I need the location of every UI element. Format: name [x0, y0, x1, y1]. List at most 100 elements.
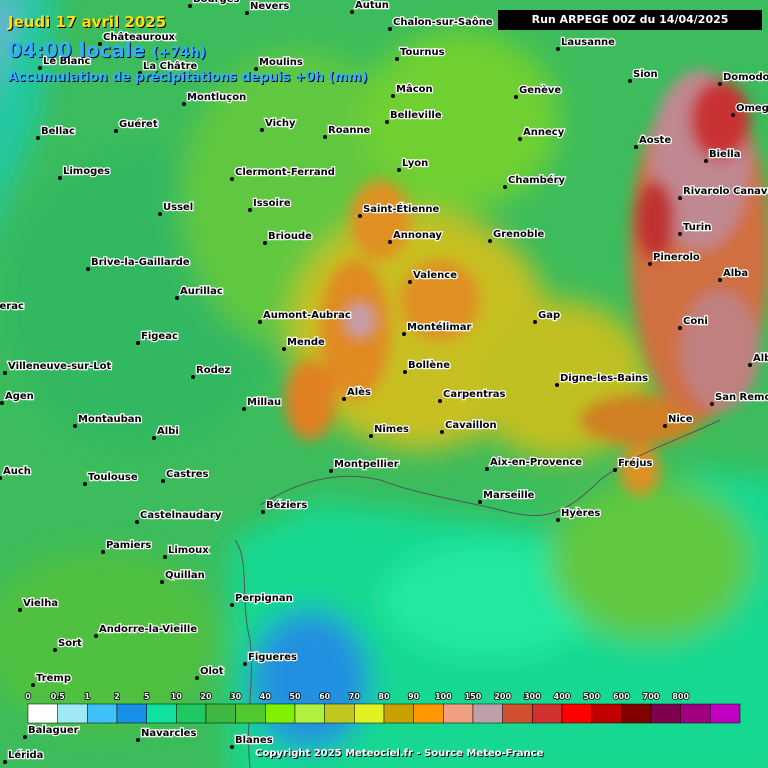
- legend-swatch: [710, 703, 741, 724]
- city-label: Fréjus: [618, 457, 652, 469]
- city-dot: [175, 296, 179, 300]
- city-dot: [86, 267, 90, 271]
- city-label: Nevers: [250, 1, 289, 12]
- city-label: Cavaillon: [445, 420, 497, 431]
- city-dot: [678, 326, 682, 330]
- city-dot: [136, 738, 140, 742]
- city-dot: [628, 79, 632, 83]
- city-label: Moulins: [259, 57, 303, 68]
- city-dot: [195, 676, 199, 680]
- precip-area: [550, 480, 750, 640]
- legend-label: 80: [378, 692, 390, 701]
- city-dot: [648, 262, 652, 266]
- city-dot: [718, 278, 722, 282]
- legend: 0 0.5 1 2 5 10 20 30 40 50 60 70 80 90 100 150 200 300 400…: [24, 691, 741, 724]
- city-dot: [245, 11, 249, 15]
- city-dot: [678, 232, 682, 236]
- city-dot: [230, 177, 234, 181]
- city-label: Albenga: [753, 353, 768, 364]
- precip-area: [580, 395, 700, 445]
- legend-label: 100: [435, 692, 452, 701]
- city-dot: [388, 27, 392, 31]
- city-label: Millau: [247, 397, 281, 408]
- city-dot: [556, 518, 560, 522]
- legend-label: 20: [200, 692, 212, 701]
- precip-area: [285, 360, 335, 440]
- city-dot: [613, 468, 617, 472]
- city-dot: [282, 347, 286, 351]
- city-dot: [710, 402, 714, 406]
- city-dot: [135, 520, 139, 524]
- run-label: Run ARPEGE 00Z du 14/04/2025: [498, 10, 762, 30]
- legend-swatch: [472, 703, 503, 724]
- city-dot: [731, 113, 735, 117]
- city-label: Hyères: [561, 507, 600, 519]
- legend-label: 0: [25, 692, 31, 701]
- city-dot: [3, 371, 7, 375]
- legend-swatch: [650, 703, 681, 724]
- date-label: Jeudi 17 avril 2025: [8, 13, 167, 31]
- legend-swatch: [621, 703, 652, 724]
- legend-label: 600: [613, 692, 630, 701]
- legend-swatch: [443, 703, 474, 724]
- city-label: Blanes: [235, 735, 273, 746]
- city-label: Pinerolo: [653, 252, 700, 263]
- city-dot: [230, 603, 234, 607]
- city-dot: [182, 102, 186, 106]
- city-label: Marseille: [483, 490, 535, 501]
- city-dot: [342, 397, 346, 401]
- city-dot: [438, 399, 442, 403]
- city-label: Agen: [5, 391, 34, 402]
- legend-swatch: [383, 703, 414, 724]
- precip-area: [346, 304, 374, 336]
- legend-swatch: [354, 703, 385, 724]
- precip-area: [250, 610, 370, 750]
- city-dot: [0, 476, 2, 480]
- city-label: Autun: [355, 0, 389, 11]
- legend-swatch: [680, 703, 711, 724]
- city-label: Nîmes: [374, 423, 409, 435]
- legend-swatch: [324, 703, 355, 724]
- city-label: Figueres: [248, 652, 297, 663]
- city-label: Bourges: [193, 0, 239, 5]
- city-label: Albi: [157, 426, 179, 437]
- precip-area: [0, 0, 58, 214]
- legend-label: 800: [672, 692, 689, 701]
- city-dot: [388, 240, 392, 244]
- city-label: Coni: [683, 316, 708, 327]
- city-dot: [3, 760, 7, 764]
- city-dot: [323, 135, 327, 139]
- city-label: Carpentras: [443, 389, 506, 400]
- city-dot: [230, 745, 234, 749]
- city-label: Biella: [709, 149, 740, 160]
- city-label: Lyon: [402, 158, 428, 169]
- city-label: Chalon-sur-Saône: [393, 16, 493, 28]
- city-label: Quillan: [165, 570, 205, 581]
- city-label: Brioude: [268, 231, 312, 242]
- precip-area: [635, 180, 675, 260]
- city-dot: [478, 500, 482, 504]
- city-dot: [518, 137, 522, 141]
- city-dot: [138, 71, 142, 75]
- city-dot: [488, 239, 492, 243]
- precip-area: [0, 0, 20, 60]
- city-dot: [395, 57, 399, 61]
- city-label: Omegna: [736, 103, 768, 114]
- city-dot: [191, 375, 195, 379]
- city-label: Castres: [166, 469, 209, 480]
- legend-swatch: [294, 703, 325, 724]
- precip-area: [380, 540, 600, 660]
- city-label: Belleville: [390, 110, 442, 121]
- legend-label: 200: [494, 692, 511, 701]
- precip-area: [350, 180, 410, 260]
- city-label: Issoire: [253, 198, 291, 209]
- legend-label: 2: [114, 692, 120, 701]
- legend-label: 5: [144, 692, 150, 701]
- legend-label: 10: [171, 692, 183, 701]
- precip-area: [620, 445, 660, 495]
- city-label: Clermont-Ferrand: [235, 167, 335, 178]
- city-dot: [503, 185, 507, 189]
